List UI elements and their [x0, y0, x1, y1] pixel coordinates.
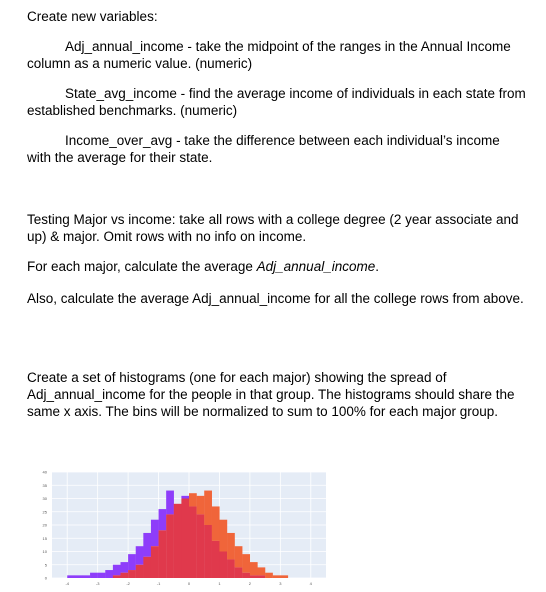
variable-state-avg-income: State_avg_income - find the average inco… — [27, 86, 526, 118]
histogram-bar-overlap — [227, 559, 235, 578]
histogram-bar-series-a — [90, 572, 98, 578]
histogram-bar-overlap — [112, 575, 121, 578]
histograms-paragraph: Create a set of histograms (one for each… — [27, 370, 515, 419]
histogram-bar-series-a — [74, 575, 83, 578]
histogram-bar-overlap — [150, 546, 159, 578]
y-tick-label: 20 — [43, 523, 48, 528]
x-tick-label: -3 — [96, 581, 100, 586]
section-heading: Create new variables: — [27, 9, 158, 24]
histogram-bar-overlap — [143, 556, 152, 578]
y-tick-label: 0 — [45, 576, 48, 581]
y-tick-label: 15 — [43, 536, 48, 541]
y-tick-label: 25 — [43, 509, 48, 514]
y-tick-label: 5 — [45, 562, 48, 567]
histogram-bar-overlap — [189, 506, 197, 578]
histogram-bar-series-a — [135, 546, 144, 565]
histogram-bar-overlap — [234, 567, 243, 578]
histogram-bar-series-a — [120, 562, 129, 573]
histogram-bar-overlap — [249, 575, 258, 578]
histogram-bar-series-b — [204, 490, 212, 525]
each-major-prefix: For each major, calculate the average — [27, 259, 257, 274]
x-tick-label: 1 — [218, 581, 221, 586]
histogram-bar-series-b — [280, 575, 289, 578]
histogram-bar-series-a — [181, 495, 190, 499]
histogram-bar-overlap — [204, 525, 212, 578]
histogram-bar-series-b — [227, 532, 235, 560]
histogram-bar-series-a — [112, 564, 121, 576]
histogram-bar-overlap — [196, 514, 205, 578]
each-major-variable: Adj_annual_income — [256, 259, 376, 274]
x-tick-label: 0 — [188, 581, 191, 586]
histogram-bar-series-a — [128, 554, 136, 571]
histogram-bar-series-b — [234, 546, 243, 568]
histogram-bar-overlap — [128, 570, 136, 578]
histogram-bar-overlap — [173, 503, 182, 578]
histogram-bar-series-b — [242, 554, 251, 573]
histogram-bar-overlap — [257, 575, 266, 578]
histogram-bar-series-b — [196, 495, 205, 515]
histogram-bar-series-a — [143, 532, 152, 557]
histogram-bar-series-a — [105, 570, 114, 578]
y-tick-label: 10 — [43, 549, 48, 554]
histogram-bar-series-b — [211, 506, 220, 541]
y-tick-label: 30 — [43, 496, 48, 501]
histogram-bar-overlap — [242, 572, 251, 578]
histogram-bar-overlap — [219, 551, 228, 578]
histogram-bar-series-a — [67, 575, 75, 578]
each-major-paragraph: For each major, calculate the average Ad… — [27, 258, 527, 275]
variable-income-over-avg: Income_over_avg - take the difference be… — [27, 133, 500, 165]
each-major-suffix: . — [375, 259, 379, 274]
histogram-bar-series-a — [158, 509, 167, 531]
x-tick-label: -4 — [65, 581, 69, 586]
histogram-bar-series-b — [257, 567, 266, 576]
histogram-bar-series-b — [272, 575, 281, 578]
y-tick-label: 40 — [43, 470, 48, 475]
histogram-bar-overlap — [158, 530, 167, 578]
histogram-bar-series-b — [189, 493, 197, 507]
histogram-bar-overlap — [166, 514, 174, 578]
x-tick-label: 2 — [249, 581, 252, 586]
also-paragraph: Also, calculate the average Adj_annual_i… — [27, 291, 524, 306]
y-tick-label: 35 — [43, 483, 48, 488]
histogram-bar-series-a — [166, 490, 174, 515]
histogram-chart: 0 5 10 15 20 25 30 35 40 -4 -3 -2 -1 0 1 2 3 4 — [43, 470, 326, 586]
x-tick-label: -1 — [157, 581, 161, 586]
variable-adj-annual-income: Adj_annual_income - take the midpoint of… — [27, 39, 511, 71]
histogram-bar-series-b — [219, 519, 228, 552]
histogram-bar-overlap — [120, 572, 129, 578]
histogram-bar-overlap — [211, 540, 220, 578]
histogram-bar-series-b — [249, 562, 258, 576]
histogram-figure: 0 5 10 15 20 25 30 35 40 -4 -3 -2 -1 0 1 2 3 4 — [28, 464, 334, 588]
histogram-bar-overlap — [135, 564, 144, 578]
x-tick-label: -2 — [126, 581, 130, 586]
x-tick-label: 3 — [279, 581, 282, 586]
histogram-bar-overlap — [181, 498, 190, 578]
histogram-bar-series-a — [150, 519, 159, 547]
x-tick-label: 4 — [310, 581, 313, 586]
histogram-bar-series-a — [82, 575, 91, 578]
histogram-bar-series-b — [265, 572, 273, 578]
testing-paragraph: Testing Major vs income: take all rows w… — [27, 212, 519, 244]
histogram-bar-series-a — [97, 572, 106, 578]
